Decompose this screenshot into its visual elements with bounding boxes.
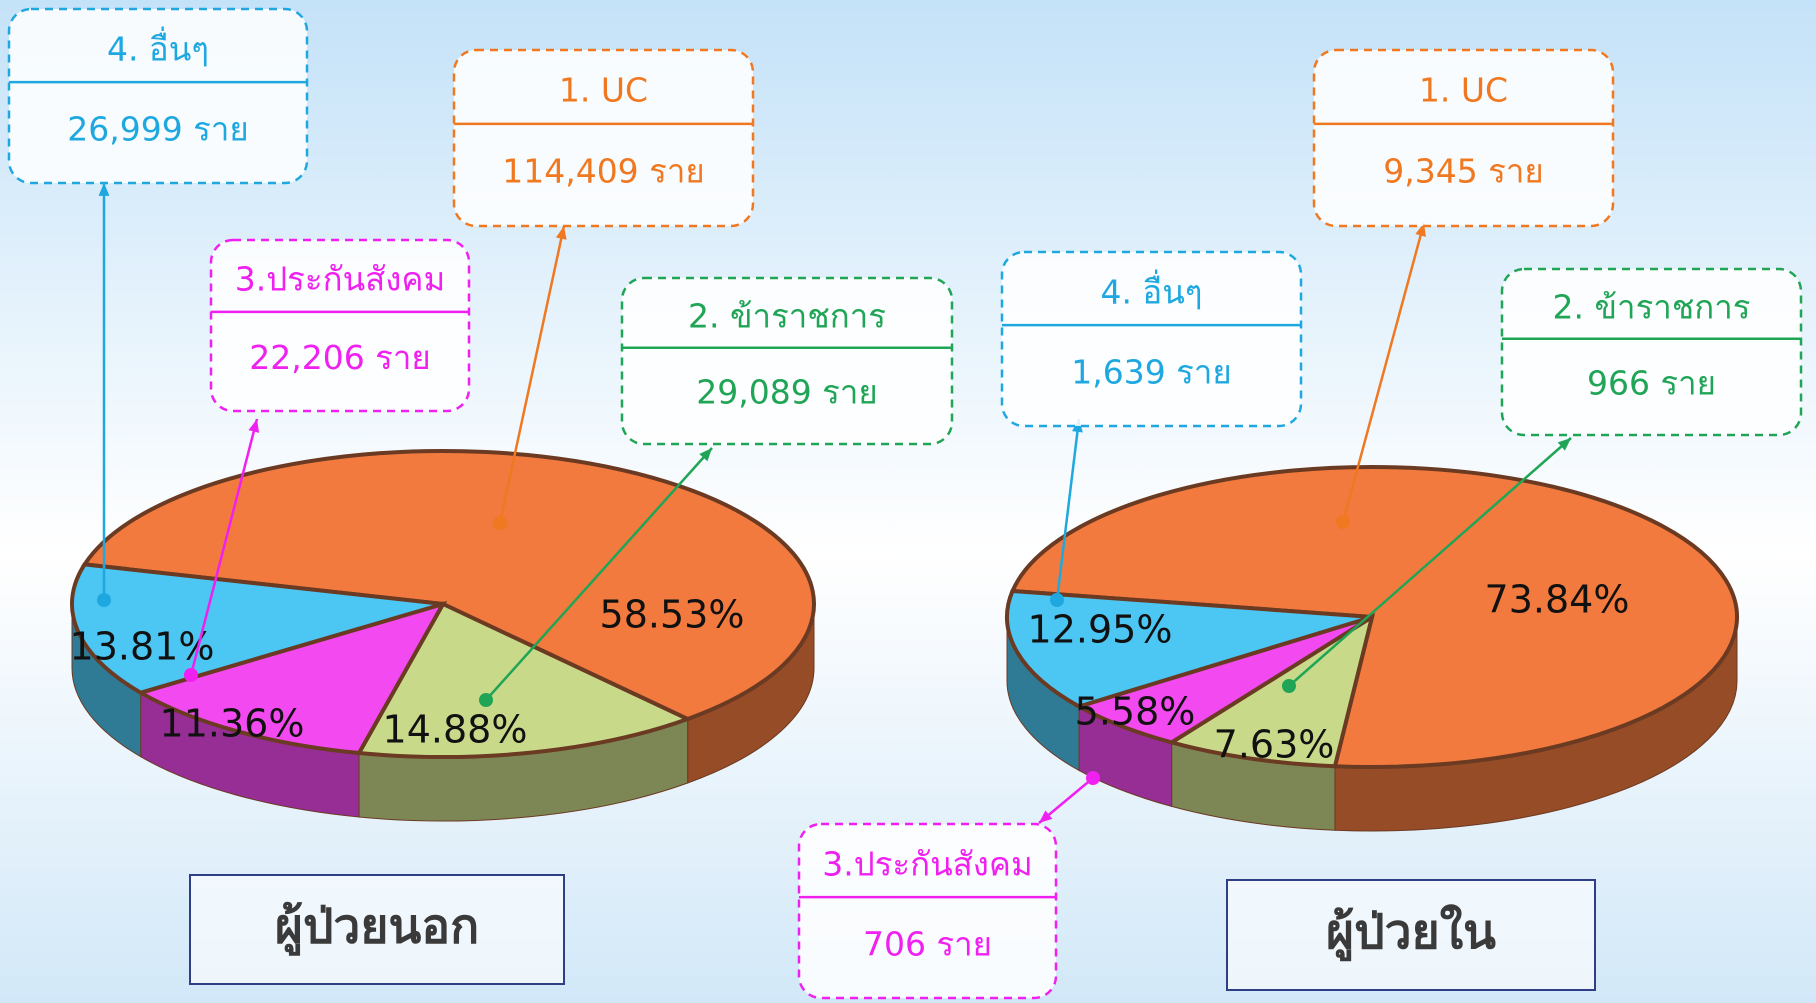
percent-label: 11.36% xyxy=(160,702,305,746)
leader-line xyxy=(1288,437,1572,687)
callout-count: 966 ราย xyxy=(1587,364,1716,403)
leader-dot xyxy=(97,593,111,607)
leader-line xyxy=(498,225,566,524)
callout-box xyxy=(452,48,755,228)
callout-category: 4. อื่นๆ xyxy=(107,26,209,68)
arrow-head xyxy=(699,448,712,462)
callout-category: 3.ประกันสังคม xyxy=(235,260,446,299)
callout-count: 706 ราย xyxy=(863,924,992,963)
percent-label: 14.88% xyxy=(383,708,528,752)
slice xyxy=(1005,588,1373,709)
arrow-head xyxy=(98,183,110,196)
leader-dot xyxy=(1050,593,1064,607)
callout-box xyxy=(1500,267,1803,437)
slice xyxy=(1009,465,1739,769)
callout-count: 29,089 ราย xyxy=(696,373,878,412)
callout-category: 4. อื่นๆ xyxy=(1100,269,1202,311)
callout-box xyxy=(797,822,1058,1000)
leader-dot xyxy=(184,668,198,682)
percent-label: 13.81% xyxy=(70,625,215,669)
leader-line xyxy=(189,418,259,676)
arrow-head xyxy=(248,419,260,433)
callout-count: 22,206 ราย xyxy=(249,338,431,377)
percent-label: 5.58% xyxy=(1075,690,1196,734)
callout-box xyxy=(209,238,471,413)
callout-category: 1. UC xyxy=(1419,71,1508,110)
callout-category: 1. UC xyxy=(559,71,648,110)
leader-dot xyxy=(479,693,493,707)
callout-count: 9,345 ราย xyxy=(1383,152,1544,191)
callout-box xyxy=(1000,250,1303,428)
callout-count: 26,999 ราย xyxy=(67,109,249,148)
percent-label: 7.63% xyxy=(1214,723,1335,767)
callout-count: 1,639 ราย xyxy=(1071,352,1232,391)
arrow-head xyxy=(555,226,567,240)
callout-count: 114,409 ราย xyxy=(502,152,705,191)
leader-line xyxy=(1055,418,1081,601)
chart-title: ผู้ป่วยใน xyxy=(1326,903,1496,962)
slice xyxy=(70,562,444,695)
slice xyxy=(355,601,693,759)
callout-box xyxy=(7,7,309,185)
arrow-head xyxy=(1557,438,1571,451)
callout-box xyxy=(620,276,954,446)
slice xyxy=(1166,612,1376,769)
callout-category: 2. ข้าราชการ xyxy=(688,296,886,335)
slice xyxy=(135,600,448,756)
leader-dot xyxy=(493,516,507,530)
percent-label: 73.84% xyxy=(1485,578,1630,622)
leader-line xyxy=(1341,222,1426,523)
callout-box xyxy=(1312,48,1615,228)
chart-title: ผู้ป่วยนอก xyxy=(275,899,479,957)
percent-label: 12.95% xyxy=(1028,608,1173,652)
leader-dot xyxy=(1336,515,1350,529)
leader-dot xyxy=(1282,679,1296,693)
title-box xyxy=(1226,879,1596,991)
leader-line xyxy=(485,447,713,701)
title-box xyxy=(189,874,565,985)
arrow-head xyxy=(1039,810,1053,823)
callout-category: 3.ประกันสังคม xyxy=(822,844,1033,883)
percent-label: 58.53% xyxy=(600,593,745,637)
slice xyxy=(81,449,816,722)
callout-category: 2. ข้าราชการ xyxy=(1553,287,1751,326)
leader-dot xyxy=(1086,771,1100,785)
